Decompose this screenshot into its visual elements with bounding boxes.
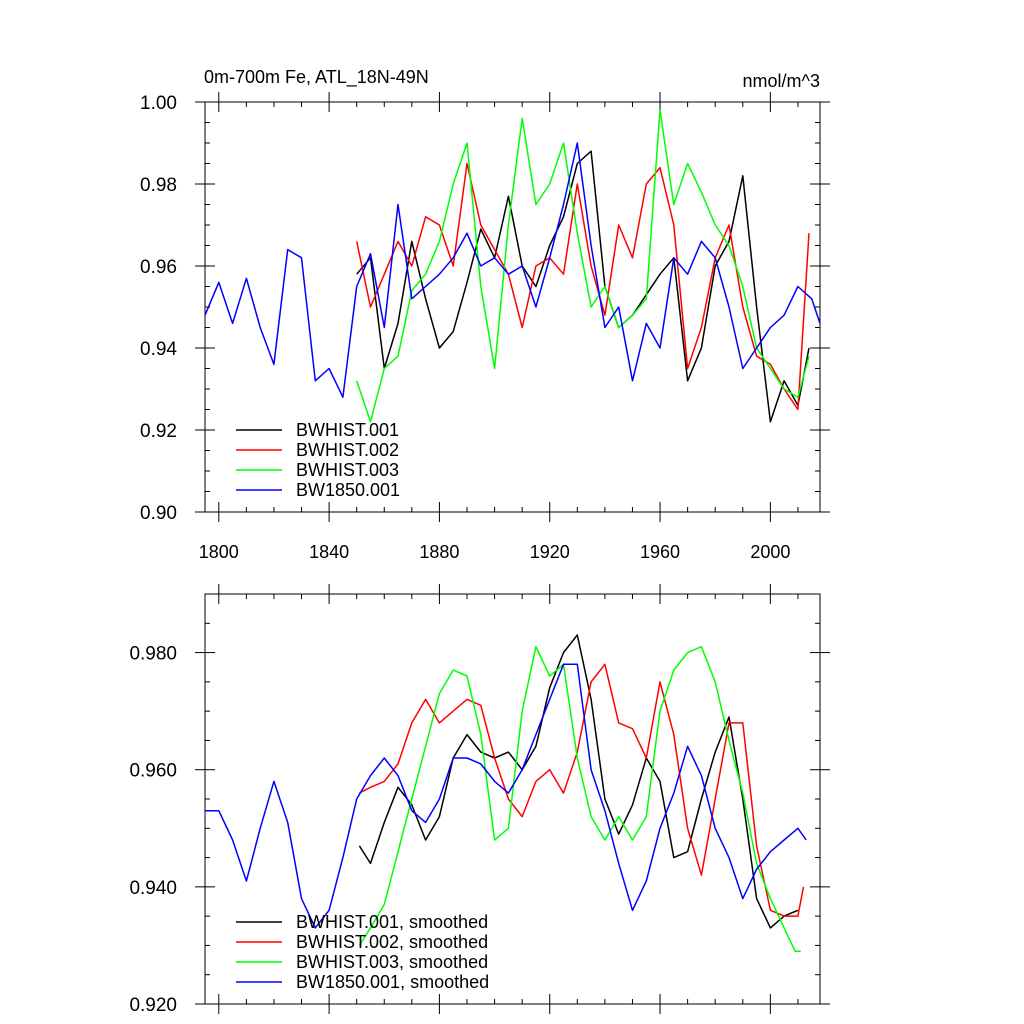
series-line-bwhist-002-smoothed [359, 663, 805, 917]
x-tick-label: 2000 [750, 542, 790, 562]
legend-label: BW1850.001, smoothed [296, 972, 489, 992]
series-line-bwhist-003 [355, 109, 810, 423]
top-plot-area: 1800 1840 1880 1920 1960 2000 0.90 0.92 0.94 0.96… [140, 92, 830, 562]
bottom-plot-area: 0.920 0.940 0.960 0.980 BWHIST.001, smoothed… [129, 584, 830, 1016]
series-line-bwhist-003-smoothed [358, 645, 801, 953]
series-line-bw1850-001 [204, 142, 821, 398]
x-tick-label: 1840 [309, 542, 349, 562]
series-line-bw1850-001-smoothed [205, 663, 807, 929]
legend-label: BWHIST.003 [296, 460, 399, 480]
legend-label: BWHIST.001 [296, 420, 399, 440]
y-tick-label: 0.960 [129, 761, 177, 782]
top-chart-title: 0m-700m Fe, ATL_18N-49N [204, 67, 429, 88]
top-panel: 0m-700m Fe, ATL_18N-49N nmol/m^3 1800 184… [140, 67, 830, 562]
y-tick-label: 0.920 [129, 995, 177, 1016]
legend-label: BWHIST.001, smoothed [296, 912, 488, 932]
y-tick-label: 0.94 [140, 339, 177, 360]
series-line-bwhist-001 [356, 150, 810, 423]
y-tick-label: 0.980 [129, 644, 177, 665]
y-tick-label: 0.98 [140, 175, 177, 196]
y-tick-label: 0.940 [129, 878, 177, 899]
legend-label: BW1850.001 [296, 480, 400, 500]
y-tick-label: 1.00 [140, 93, 177, 114]
top-chart-units: nmol/m^3 [743, 71, 820, 91]
legend-label: BWHIST.002 [296, 440, 399, 460]
x-tick-label: 1880 [419, 542, 459, 562]
x-tick-label: 1920 [530, 542, 570, 562]
legend-label: BWHIST.002, smoothed [296, 932, 488, 952]
x-tick-label: 1800 [199, 542, 239, 562]
y-tick-label: 0.92 [140, 421, 177, 442]
legend-label: BWHIST.003, smoothed [296, 952, 488, 972]
y-tick-label: 0.90 [140, 503, 177, 524]
y-tick-label: 0.96 [140, 257, 177, 278]
x-tick-label: 1960 [640, 542, 680, 562]
series-line-bwhist-001-smoothed [358, 634, 799, 929]
bottom-panel: 0.920 0.940 0.960 0.980 BWHIST.001, smoothed… [129, 584, 830, 1016]
